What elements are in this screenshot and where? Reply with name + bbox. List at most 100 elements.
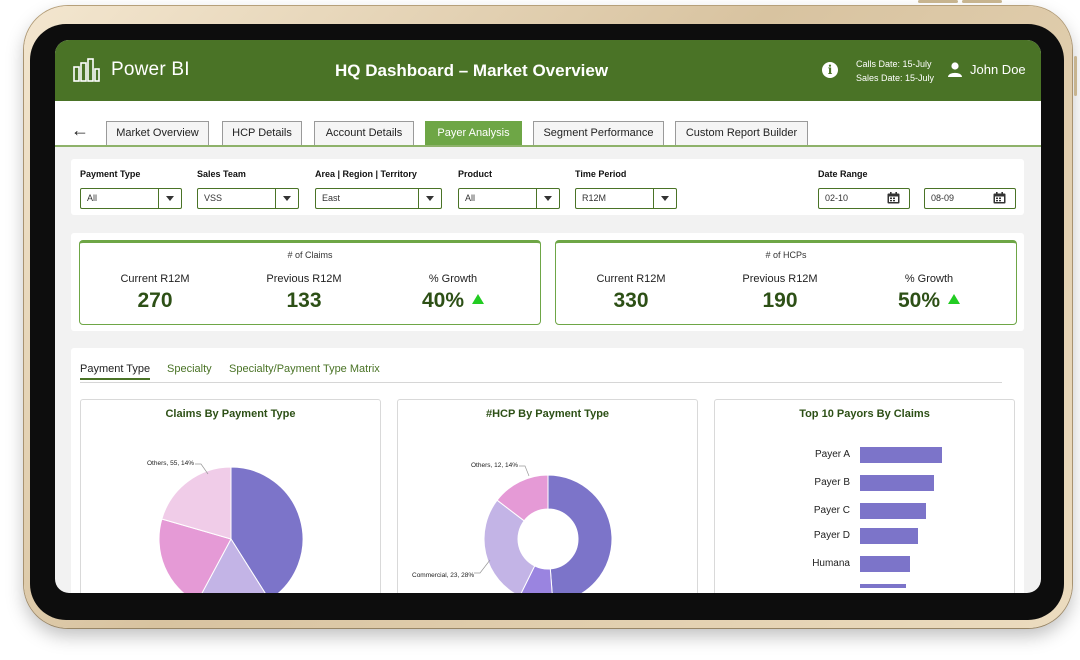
tablet-volume-button bbox=[1074, 56, 1077, 96]
bar-category-label: Payer C bbox=[813, 505, 850, 516]
chevron-down-icon[interactable] bbox=[653, 189, 676, 208]
subtab-divider bbox=[80, 382, 1002, 383]
kpi-title: # of HCPs bbox=[765, 250, 807, 260]
product-filter: Product All bbox=[458, 169, 560, 209]
tab-segment-performance[interactable]: Segment Performance bbox=[533, 121, 664, 145]
payment-type-filter: Payment Type All bbox=[80, 169, 182, 209]
dropdown-value: VSS bbox=[204, 193, 223, 203]
dashboard-screen: Power BI HQ Dashboard – Market Overview … bbox=[55, 40, 1041, 593]
tab-bar: ← Market Overview HCP Details Account De… bbox=[55, 101, 1041, 147]
chart-title: #HCP By Payment Type bbox=[485, 408, 610, 420]
sales-team-dropdown[interactable]: VSS bbox=[197, 188, 299, 209]
tab-payer-analysis[interactable]: Payer Analysis bbox=[425, 121, 522, 145]
pie-slice[interactable] bbox=[197, 538, 269, 593]
chevron-down-icon[interactable] bbox=[158, 189, 181, 208]
kpi-label: Previous R12M bbox=[266, 273, 342, 285]
back-arrow-icon[interactable]: ← bbox=[71, 120, 89, 140]
data-label: Others, 55, 14% bbox=[147, 460, 194, 467]
bar[interactable] bbox=[860, 528, 918, 544]
kpi-label: Current R12M bbox=[120, 273, 190, 285]
calendar-icon[interactable] bbox=[887, 192, 900, 204]
kpi-growth-row: 40% bbox=[383, 289, 523, 313]
chevron-down-icon[interactable] bbox=[418, 189, 441, 208]
claims-kpi-card: # of Claims Current R12M 270 Previous R1… bbox=[79, 240, 541, 325]
tab-account-details[interactable]: Account Details bbox=[314, 121, 414, 145]
time-period-filter: Time Period R12M bbox=[575, 169, 677, 209]
pie-slice[interactable] bbox=[158, 518, 232, 593]
tab-market-overview[interactable]: Market Overview bbox=[106, 121, 209, 145]
kpi-value: 133 bbox=[286, 289, 322, 312]
filter-bar: Payment Type All Sales Team VSS Area | R… bbox=[71, 159, 1024, 215]
filter-label: Payment Type bbox=[80, 169, 141, 179]
data-label: Commercial, 23, 28% bbox=[412, 572, 474, 579]
calendar-icon[interactable] bbox=[993, 192, 1006, 204]
kpi-growth: % Growth 50% bbox=[859, 273, 999, 313]
filter-label: Date Range bbox=[818, 169, 868, 179]
app-header: Power BI HQ Dashboard – Market Overview … bbox=[55, 40, 1041, 101]
dropdown-value: R12M bbox=[582, 193, 607, 203]
user-name: John Doe bbox=[970, 62, 1026, 77]
bar[interactable] bbox=[860, 556, 910, 572]
bar-category-label: Humana bbox=[812, 558, 850, 569]
subtab-payment-type[interactable]: Payment Type bbox=[80, 363, 151, 380]
bar-category-label: Payer D bbox=[813, 530, 850, 541]
user-icon bbox=[948, 62, 962, 77]
payment-type-dropdown[interactable]: All bbox=[80, 188, 182, 209]
chart-title: Top 10 Payors By Claims bbox=[799, 408, 930, 420]
app-name: Power BI bbox=[111, 59, 190, 80]
product-dropdown[interactable]: All bbox=[458, 188, 560, 209]
data-label-leader bbox=[195, 463, 209, 475]
dropdown-value: East bbox=[322, 193, 341, 203]
tablet-side-button bbox=[962, 0, 1002, 3]
bar-category-label: Payer B bbox=[814, 477, 850, 488]
pie-slice[interactable] bbox=[161, 466, 232, 540]
kpi-value: 50% bbox=[897, 289, 941, 312]
kpi-label: % Growth bbox=[428, 273, 478, 285]
bar[interactable] bbox=[860, 503, 926, 519]
hcps-kpi-card: # of HCPs Current R12M 330 Previous R12M… bbox=[555, 240, 1017, 325]
pie-slice[interactable] bbox=[547, 474, 613, 593]
tab-custom-report-builder[interactable]: Custom Report Builder bbox=[675, 121, 808, 145]
page-title: HQ Dashboard – Market Overview bbox=[335, 61, 609, 80]
date-range-filter: Date Range 02-10 08-09 bbox=[818, 169, 1016, 209]
kpi-current: Current R12M 270 bbox=[85, 273, 225, 313]
pie-slice[interactable] bbox=[496, 474, 549, 522]
claims-pie-svg: Others, 55, 14% bbox=[147, 460, 304, 593]
area-dropdown[interactable]: East bbox=[315, 188, 442, 209]
chart-title: Claims By Payment Type bbox=[165, 408, 296, 420]
chevron-down-icon[interactable] bbox=[275, 189, 298, 208]
tab-hcp-details[interactable]: HCP Details bbox=[222, 121, 302, 145]
chevron-down-icon[interactable] bbox=[536, 189, 559, 208]
filter-label: Time Period bbox=[575, 169, 627, 179]
user-menu[interactable]: John Doe bbox=[948, 62, 1026, 77]
data-label-leader bbox=[474, 559, 491, 574]
top-payors-chart: Top 10 Payors By Claims Payer A Payer B Pa… bbox=[714, 399, 1015, 593]
growth-up-arrow-icon bbox=[948, 294, 961, 304]
time-period-dropdown[interactable]: R12M bbox=[575, 188, 677, 209]
area-filter: Area | Region | Territory East bbox=[315, 169, 442, 209]
filter-label: Sales Team bbox=[197, 169, 246, 179]
subtab-specialty-payment-matrix[interactable]: Specialty/Payment Type Matrix bbox=[229, 363, 380, 375]
kpi-value: 270 bbox=[137, 289, 173, 312]
date-to-input[interactable]: 08-09 bbox=[924, 188, 1016, 209]
date-value: 08-09 bbox=[931, 193, 955, 203]
info-icon[interactable]: i bbox=[822, 62, 838, 78]
kpi-label: % Growth bbox=[904, 273, 954, 285]
kpi-value: 330 bbox=[613, 289, 649, 312]
kpi-current: Current R12M 330 bbox=[561, 273, 701, 313]
subtab-specialty[interactable]: Specialty bbox=[167, 363, 212, 375]
kpi-growth: % Growth 40% bbox=[383, 273, 523, 313]
date-from-input[interactable]: 02-10 bbox=[818, 188, 910, 209]
pie-slice[interactable] bbox=[520, 565, 553, 593]
kpi-value: 40% bbox=[421, 289, 465, 312]
hcp-donut-svg: Others, 12, 14% Commercial, 23, 28% bbox=[412, 462, 613, 593]
bar[interactable] bbox=[860, 447, 942, 463]
kpi-title: # of Claims bbox=[287, 250, 333, 260]
bar[interactable] bbox=[860, 475, 934, 491]
pie-slice[interactable] bbox=[483, 499, 536, 593]
kpi-label: Current R12M bbox=[596, 273, 666, 285]
calls-date: Calls Date: 15-July bbox=[856, 59, 932, 69]
data-dates: Calls Date: 15-July Sales Date: 15-July bbox=[856, 57, 934, 85]
tablet-side-button bbox=[918, 0, 958, 3]
pie-slice[interactable] bbox=[230, 466, 304, 593]
